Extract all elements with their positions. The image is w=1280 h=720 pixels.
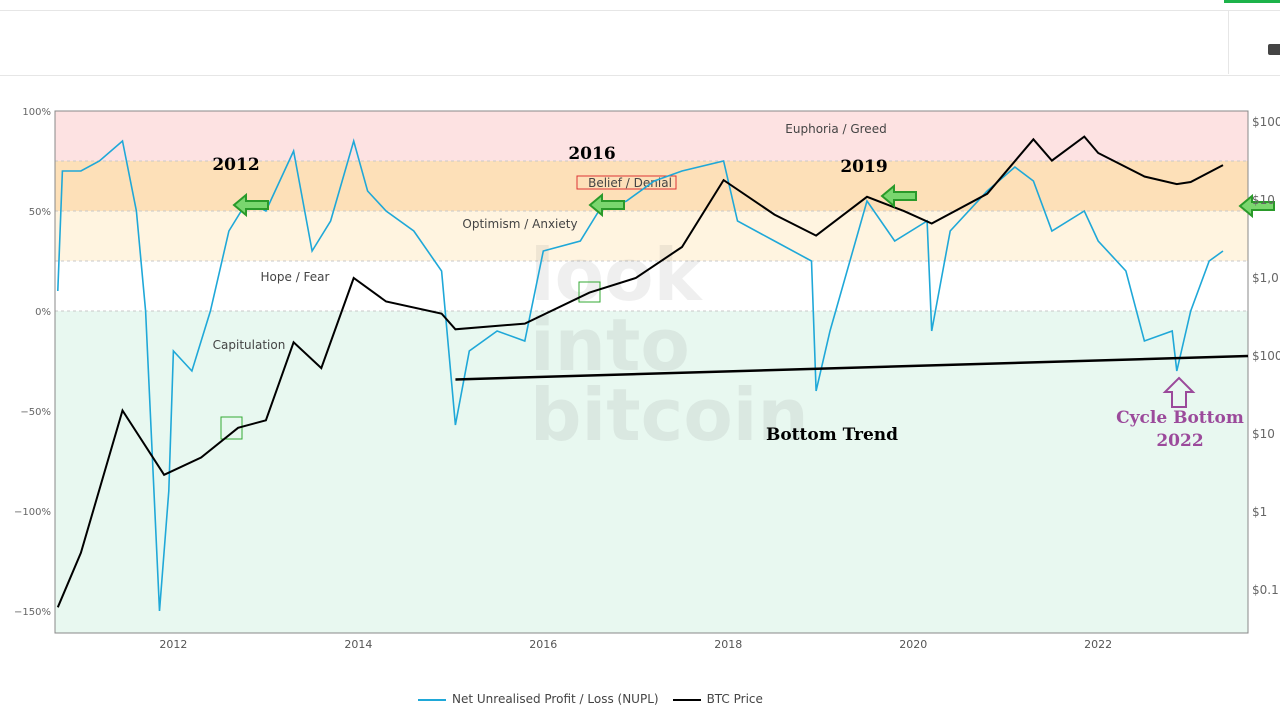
- toolbar: [0, 10, 1280, 76]
- y-left-tick: 100%: [22, 107, 51, 118]
- band-0: [55, 111, 1248, 161]
- y-left-tick: −150%: [14, 607, 51, 618]
- band-label: Euphoria / Greed: [785, 122, 886, 136]
- plot-frame: [54, 110, 1249, 634]
- band-label: Belief / Denial: [588, 176, 672, 190]
- legend-btc[interactable]: BTC Price: [672, 692, 763, 706]
- legend-nupl[interactable]: Net Unrealised Profit / Loss (NUPL): [418, 692, 659, 706]
- green-left-arrow-icon: [232, 192, 269, 218]
- y-right-tick: $100: [1252, 115, 1280, 129]
- belief-box: [576, 175, 677, 190]
- camera-icon[interactable]: [1268, 44, 1280, 55]
- y-right-tick: $1,0: [1252, 271, 1279, 285]
- y-left-tick: 0%: [35, 307, 51, 318]
- green-left-arrow-icon: [880, 183, 917, 209]
- x-tick: 2014: [344, 638, 372, 651]
- y-right-tick: $0.1: [1252, 583, 1279, 597]
- year-label: 2016: [568, 144, 615, 164]
- toolbar-divider: [1228, 10, 1229, 74]
- year-label: 2019: [840, 157, 887, 177]
- x-tick: 2020: [899, 638, 927, 651]
- y-right-tick: $1: [1252, 505, 1267, 519]
- series-nupl-line: [57, 138, 1224, 612]
- watermark: bitcoin: [530, 373, 809, 457]
- x-tick: 2012: [159, 638, 187, 651]
- y-right-tick: $10: [1252, 193, 1275, 207]
- x-tick: 2018: [714, 638, 742, 651]
- green-left-arrow-icon: [588, 192, 625, 218]
- highlight-box: [220, 416, 243, 440]
- x-tick: 2022: [1084, 638, 1112, 651]
- band-3: [55, 261, 1248, 311]
- band-label: Capitulation: [213, 338, 286, 352]
- bottom-trend-label: Bottom Trend: [766, 425, 898, 445]
- cycle-bottom-label: 2022: [1156, 431, 1203, 451]
- x-tick: 2016: [529, 638, 557, 651]
- band-4: [55, 311, 1248, 633]
- purple-up-arrow-icon: [1162, 376, 1196, 408]
- band-label: Hope / Fear: [261, 270, 330, 284]
- series-btc-price-line: [56, 135, 1224, 608]
- y-right-tick: $10: [1252, 427, 1275, 441]
- y-left-tick: −100%: [14, 507, 51, 518]
- band-2: [55, 211, 1248, 261]
- highlight-box: [578, 281, 601, 303]
- y-left-tick: 50%: [29, 207, 51, 218]
- y-left-tick: −50%: [20, 407, 51, 418]
- y-right-tick: $100: [1252, 349, 1280, 363]
- green-left-arrow-icon: [1238, 193, 1275, 219]
- year-label: 2012: [212, 155, 259, 175]
- band-label: Optimism / Anxiety: [462, 217, 577, 231]
- cycle-bottom-label: Cycle Bottom: [1116, 408, 1244, 428]
- top-accent: [1224, 0, 1280, 3]
- bottom-trend-line: [455, 354, 1249, 381]
- legend: Net Unrealised Profit / Loss (NUPL) BTC …: [418, 692, 763, 706]
